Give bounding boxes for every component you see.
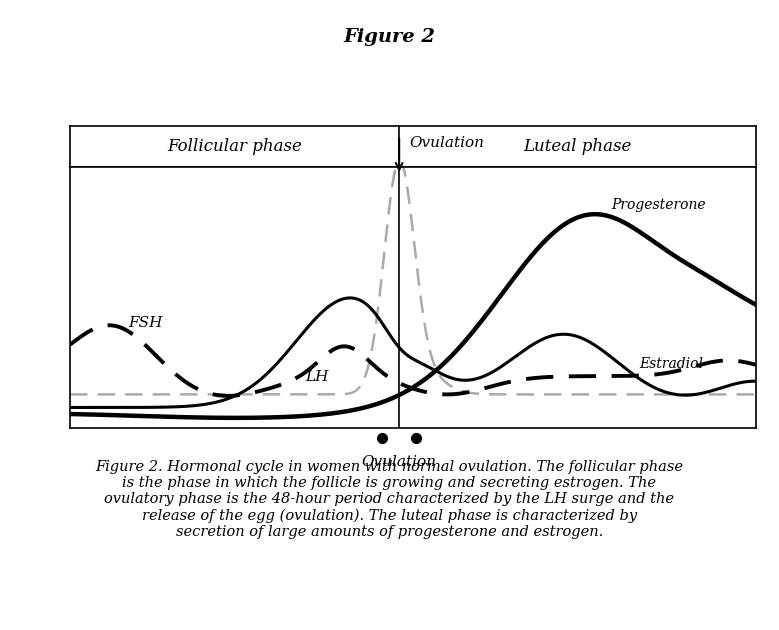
Text: Luteal phase: Luteal phase: [523, 138, 632, 155]
Text: Progesterone: Progesterone: [612, 198, 707, 212]
Text: LH: LH: [305, 370, 329, 384]
Text: Figure 2. Hormonal cycle in women with normal ovulation. The follicular phase
is: Figure 2. Hormonal cycle in women with n…: [96, 460, 683, 539]
Text: Follicular phase: Follicular phase: [167, 138, 302, 155]
Text: Ovulation: Ovulation: [361, 455, 437, 469]
Text: Estradiol: Estradiol: [639, 357, 703, 371]
Text: Ovulation: Ovulation: [410, 137, 485, 151]
Text: FSH: FSH: [129, 316, 163, 329]
Text: Figure 2: Figure 2: [344, 28, 435, 47]
